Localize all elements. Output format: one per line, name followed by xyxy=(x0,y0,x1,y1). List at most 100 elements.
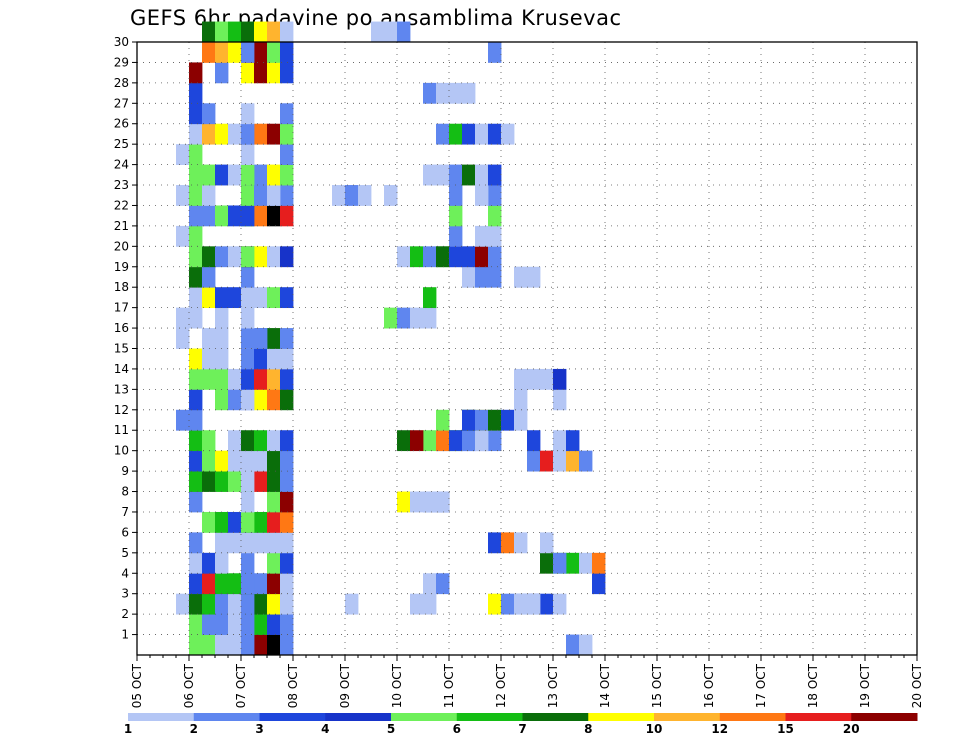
heatmap-cell xyxy=(280,389,294,411)
heatmap-cell xyxy=(215,450,229,472)
heatmap-cell xyxy=(215,246,229,268)
heatmap-cell xyxy=(449,185,463,206)
heatmap-cell xyxy=(176,593,190,615)
heatmap-cell xyxy=(254,62,268,84)
heatmap-cell xyxy=(176,144,190,165)
heatmap-cell xyxy=(566,450,580,472)
colorbar-swatch xyxy=(851,713,918,721)
heatmap-cell xyxy=(228,573,242,595)
heatmap-cell xyxy=(241,266,255,288)
y-axis: 1234567891011121314151617181920212223242… xyxy=(114,35,137,642)
heatmap-cell xyxy=(189,450,203,472)
heatmap-cell xyxy=(267,62,281,84)
heatmap-cell xyxy=(189,532,203,554)
heatmap-cell xyxy=(423,246,437,268)
y-tick-label: 8 xyxy=(121,485,129,499)
heatmap-cell xyxy=(189,389,203,411)
colorbar-swatch xyxy=(456,713,523,721)
heatmap-cell xyxy=(267,185,281,206)
heatmap-cell xyxy=(202,573,216,595)
heatmap-cell xyxy=(189,573,203,595)
x-tick-label: 07 OCT xyxy=(234,663,248,708)
y-tick-label: 17 xyxy=(114,301,129,315)
heatmap-cell xyxy=(436,573,450,595)
colorbar-swatch xyxy=(259,713,326,721)
heatmap-cell xyxy=(280,62,294,84)
heatmap-cell xyxy=(410,491,424,513)
heatmap-cell xyxy=(488,246,502,268)
heatmap-cell xyxy=(553,552,567,574)
heatmap-cell xyxy=(241,185,255,206)
heatmap-cell xyxy=(241,205,255,227)
heatmap-cell xyxy=(488,430,502,452)
heatmap-cell xyxy=(202,21,216,43)
heatmap-cell xyxy=(189,144,203,165)
heatmap-cell xyxy=(228,287,242,309)
heatmap-cell xyxy=(267,389,281,411)
y-tick-label: 15 xyxy=(114,342,129,356)
heatmap-cell xyxy=(462,409,476,431)
y-tick-label: 13 xyxy=(114,382,129,396)
heatmap-cell xyxy=(501,593,515,615)
heatmap-cell xyxy=(267,123,281,145)
heatmap-cell xyxy=(241,491,255,513)
heatmap-cell xyxy=(449,82,463,104)
heatmap-cell xyxy=(241,552,255,574)
heatmap-cell xyxy=(358,185,372,206)
x-tick-label: 14 OCT xyxy=(598,663,612,708)
heatmap-cell xyxy=(189,552,203,574)
x-tick-label: 17 OCT xyxy=(754,663,768,708)
heatmap-cell xyxy=(488,593,502,615)
heatmap-cell xyxy=(566,634,580,656)
heatmap-cell xyxy=(189,287,203,309)
heatmap-cell xyxy=(267,328,281,349)
heatmap-cell xyxy=(241,123,255,145)
heatmap-cell xyxy=(202,205,216,227)
heatmap-cell xyxy=(254,532,268,554)
y-tick-label: 30 xyxy=(114,35,129,49)
heatmap-cell xyxy=(410,593,424,615)
heatmap-cell xyxy=(267,164,281,186)
heatmap-cell xyxy=(566,552,580,574)
heatmap-cell xyxy=(241,21,255,43)
heatmap-cell xyxy=(475,164,489,186)
heatmap-cell xyxy=(501,409,515,431)
colorbar-label: 10 xyxy=(646,722,663,736)
heatmap-cell xyxy=(176,409,190,431)
heatmap-cell xyxy=(267,348,281,370)
heatmap-cell xyxy=(254,246,268,268)
heatmap-cell xyxy=(280,634,294,656)
y-tick-label: 12 xyxy=(114,403,129,417)
heatmap-cell xyxy=(176,307,190,329)
heatmap-cell xyxy=(527,368,541,390)
heatmap-cell xyxy=(189,185,203,206)
heatmap-cell xyxy=(241,471,255,492)
x-tick-label: 20 OCT xyxy=(910,663,924,708)
colorbar-swatch xyxy=(654,713,721,721)
heatmap-cell xyxy=(202,123,216,145)
heatmap-cell xyxy=(436,246,450,268)
heatmap-cell xyxy=(423,82,437,104)
heatmap-cell xyxy=(436,430,450,452)
heatmap-cell xyxy=(267,491,281,513)
heatmap-cell xyxy=(189,307,203,329)
colorbar-label: 5 xyxy=(387,722,395,736)
y-tick-label: 2 xyxy=(121,607,129,621)
heatmap-cell xyxy=(228,368,242,390)
heatmap-cell xyxy=(280,21,294,43)
heatmap-cell xyxy=(488,164,502,186)
heatmap-cell xyxy=(215,42,229,63)
heatmap-cell xyxy=(215,593,229,615)
heatmap-cell xyxy=(189,246,203,268)
heatmap-cell xyxy=(241,42,255,63)
data-cells xyxy=(176,21,606,656)
heatmap-cell xyxy=(215,205,229,227)
heatmap-cell xyxy=(475,185,489,206)
heatmap-cell xyxy=(254,614,268,635)
heatmap-cell xyxy=(397,21,411,43)
heatmap-cell xyxy=(475,225,489,247)
heatmap-cell xyxy=(514,266,528,288)
y-tick-label: 21 xyxy=(114,219,129,233)
x-tick-label: 05 OCT xyxy=(130,663,144,708)
heatmap-cell xyxy=(553,368,567,390)
